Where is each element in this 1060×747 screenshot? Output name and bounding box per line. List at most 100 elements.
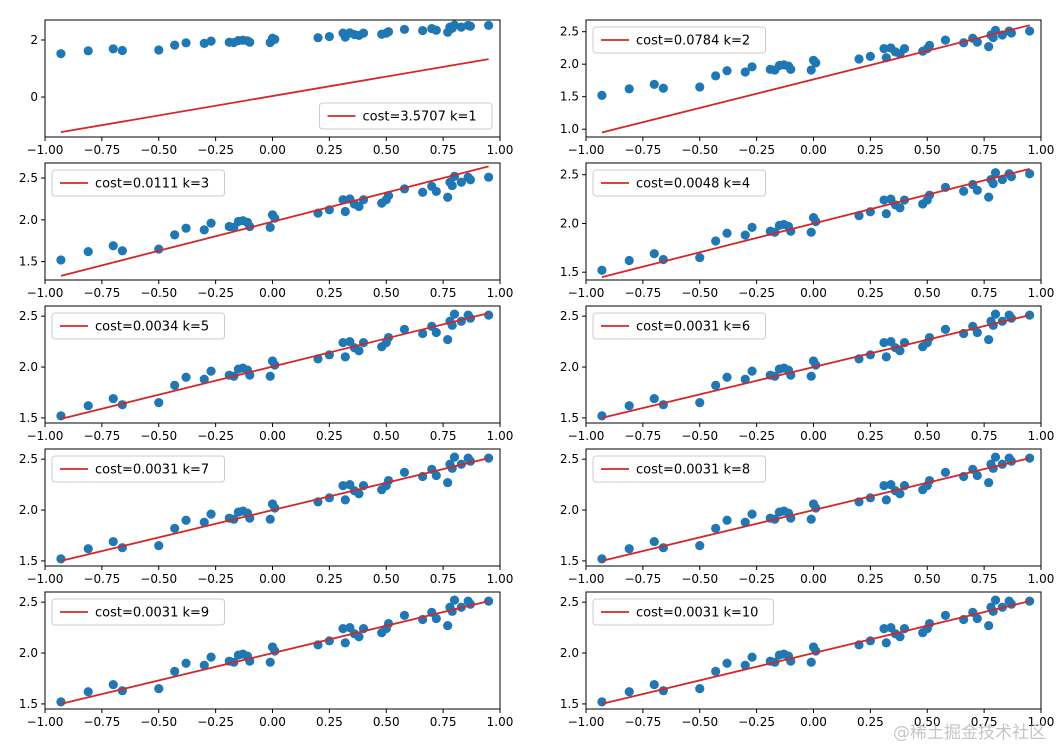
legend: cost=0.0031 k=9 (51, 598, 225, 626)
y-tick-label: 2.5 (560, 309, 579, 323)
x-tick-label: −0.50 (140, 286, 177, 300)
data-point (108, 44, 118, 54)
data-point (447, 180, 457, 191)
fit-line (601, 600, 1030, 705)
x-tick-label: −0.75 (624, 572, 661, 586)
data-point (959, 186, 969, 196)
data-point (199, 517, 209, 527)
data-point (879, 338, 889, 348)
data-point (108, 393, 118, 404)
data-point (895, 632, 905, 642)
x-tick-label: 1.00 (487, 429, 514, 443)
data-point (597, 697, 607, 707)
data-point (988, 178, 998, 189)
x-tick-label: 0.00 (800, 572, 827, 586)
data-point (443, 192, 453, 202)
data-point (170, 40, 180, 50)
y-tick-label: 2.5 (560, 452, 579, 466)
y-tick-label: 2.0 (560, 57, 579, 71)
data-point (806, 657, 816, 667)
x-tick-label: 0.75 (971, 286, 998, 300)
data-point (431, 186, 441, 197)
data-point (399, 24, 410, 35)
data-point (456, 177, 466, 187)
x-tick-label: 0.25 (857, 715, 884, 729)
data-point (154, 684, 164, 694)
data-point (854, 54, 864, 64)
data-point (199, 374, 209, 384)
plot-area (597, 309, 1035, 421)
y-tick-label: 2.5 (19, 309, 38, 323)
data-point (990, 168, 1001, 178)
y-tick-label: 1.5 (560, 411, 579, 425)
subplot-5: −1.00 −0.75 −0.50 −0.25 0.00 0.25 0.50 0.75 1.00… (19, 305, 514, 443)
legend-label: cost=0.0111 k=3 (95, 177, 209, 192)
x-tick-label: −0.50 (140, 715, 177, 729)
data-point (108, 241, 118, 251)
x-tick-label: 0.00 (800, 286, 827, 300)
data-point (740, 517, 750, 527)
data-point (399, 610, 410, 621)
data-point (465, 175, 476, 185)
fit-line (601, 167, 1030, 278)
data-point (984, 477, 994, 488)
data-point (649, 79, 659, 89)
data-point (997, 174, 1007, 185)
x-tick-label: 0.50 (373, 286, 400, 300)
y-tick-label: 1.5 (19, 255, 38, 269)
legend-box (592, 598, 774, 626)
data-point (354, 201, 364, 212)
data-point (597, 265, 607, 275)
data-point (443, 477, 453, 488)
y-tick-label: 2.5 (560, 168, 579, 182)
data-point (881, 209, 891, 219)
x-tick-label: 0.50 (914, 143, 941, 157)
x-tick-label: −1.00 (568, 572, 605, 586)
x-tick-label: −0.25 (738, 572, 775, 586)
x-tick-label: 0.75 (971, 429, 998, 443)
data-point (154, 45, 164, 55)
legend: cost=0.0048 k=4 (592, 169, 766, 197)
y-tick-label: 2.5 (560, 25, 579, 39)
data-point (418, 328, 428, 339)
data-point (56, 255, 66, 265)
data-point (313, 33, 323, 43)
data-point (711, 666, 721, 676)
x-tick-label: 0.50 (373, 429, 400, 443)
x-tick-label: −0.75 (83, 715, 120, 729)
x-tick-label: −0.25 (197, 143, 234, 157)
legend-box (51, 169, 225, 197)
fit-line (601, 314, 1030, 419)
x-tick-label: −0.75 (624, 143, 661, 157)
x-tick-label: 1.00 (487, 143, 514, 157)
x-tick-label: 1.00 (487, 572, 514, 586)
data-point (83, 401, 93, 411)
legend-box (592, 455, 766, 483)
x-tick-label: −0.50 (140, 572, 177, 586)
x-tick-label: 0.50 (914, 572, 941, 586)
y-tick-label: 2.5 (19, 171, 38, 185)
data-point (747, 509, 757, 519)
data-point (740, 67, 750, 77)
data-point (747, 652, 757, 662)
x-tick-label: 0.00 (800, 715, 827, 729)
fit-line (60, 58, 489, 134)
data-point (711, 523, 721, 533)
subplot-10: −1.00 −0.75 −0.50 −0.25 0.00 0.25 0.50 0.75 1.00… (560, 591, 1054, 729)
legend-box (51, 455, 225, 483)
data-point (484, 310, 494, 320)
data-point (984, 192, 994, 202)
y-tick-label: 2.0 (19, 360, 38, 374)
x-tick-label: 0.75 (971, 715, 998, 729)
data-point (181, 658, 191, 668)
data-point (340, 352, 350, 362)
data-point (206, 509, 216, 519)
x-tick-label: 1.00 (1028, 286, 1055, 300)
data-point (722, 66, 732, 76)
data-point (747, 62, 757, 72)
data-point (879, 624, 889, 634)
x-tick-label: 0.50 (373, 572, 400, 586)
data-point (597, 411, 607, 421)
x-tick-label: 0.75 (971, 143, 998, 157)
y-tick-label: 2.0 (19, 646, 38, 660)
